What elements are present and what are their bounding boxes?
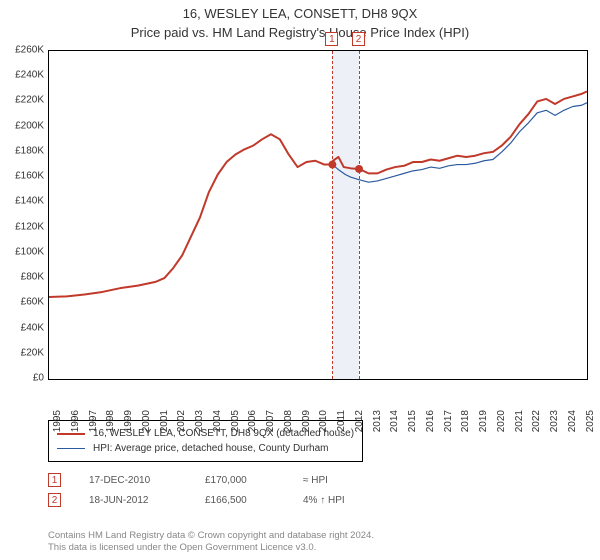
x-tick-label: 2020 <box>496 410 507 432</box>
attribution-line: Contains HM Land Registry data © Crown c… <box>48 530 588 542</box>
transaction-compare: ≈ HPI <box>303 475 383 486</box>
x-tick-label: 2016 <box>425 410 436 432</box>
x-tick-label: 2001 <box>159 410 170 432</box>
x-tick-label: 1998 <box>105 410 116 432</box>
chart-svg <box>49 51 587 379</box>
x-tick-label: 2002 <box>176 410 187 432</box>
x-tick-label: 2014 <box>389 410 400 432</box>
y-tick-label: £200K <box>4 120 44 131</box>
x-tick-label: 1996 <box>70 410 81 432</box>
x-tick-label: 1997 <box>88 410 99 432</box>
row-marker: 2 <box>48 493 61 507</box>
x-tick-label: 2004 <box>212 410 223 432</box>
y-tick-label: £220K <box>4 95 44 106</box>
y-tick-label: £20K <box>4 347 44 358</box>
attribution-line: This data is licensed under the Open Gov… <box>48 542 588 554</box>
transaction-table: 1 17-DEC-2010 £170,000 ≈ HPI 2 18-JUN-20… <box>48 470 383 510</box>
y-tick-label: £80K <box>4 272 44 283</box>
x-tick-label: 2000 <box>141 410 152 432</box>
table-row: 2 18-JUN-2012 £166,500 4% ↑ HPI <box>48 490 383 510</box>
page-subtitle: Price paid vs. HM Land Registry's House … <box>0 25 600 40</box>
row-marker: 1 <box>48 473 61 487</box>
x-tick-label: 2012 <box>354 410 365 432</box>
sale-marker-label: 1 <box>325 32 338 46</box>
x-tick-label: 2013 <box>372 410 383 432</box>
x-tick-label: 2018 <box>460 410 471 432</box>
x-tick-label: 2007 <box>265 410 276 432</box>
x-tick-label: 2011 <box>336 410 347 432</box>
x-tick-label: 2025 <box>585 410 596 432</box>
y-tick-label: £0 <box>4 373 44 384</box>
y-tick-label: £260K <box>4 45 44 56</box>
y-tick-label: £40K <box>4 322 44 333</box>
y-tick-label: £180K <box>4 145 44 156</box>
x-tick-label: 2006 <box>247 410 258 432</box>
x-tick-label: 2022 <box>531 410 542 432</box>
legend-swatch <box>57 433 85 435</box>
y-tick-label: £140K <box>4 196 44 207</box>
sale-dot <box>355 165 363 173</box>
legend-item: HPI: Average price, detached house, Coun… <box>57 441 354 456</box>
x-tick-label: 2024 <box>567 410 578 432</box>
x-tick-label: 2009 <box>301 410 312 432</box>
x-tick-label: 1995 <box>52 410 63 432</box>
page-title: 16, WESLEY LEA, CONSETT, DH8 9QX <box>0 6 600 21</box>
x-tick-label: 2005 <box>230 410 241 432</box>
series-line <box>49 91 587 297</box>
sale-dot <box>328 161 336 169</box>
table-row: 1 17-DEC-2010 £170,000 ≈ HPI <box>48 470 383 490</box>
chart-container: 16, WESLEY LEA, CONSETT, DH8 9QX Price p… <box>0 0 600 560</box>
x-tick-label: 2008 <box>283 410 294 432</box>
chart-plot-area <box>48 50 588 380</box>
transaction-date: 17-DEC-2010 <box>89 475 177 486</box>
transaction-price: £170,000 <box>205 475 275 486</box>
y-tick-label: £240K <box>4 70 44 81</box>
x-tick-label: 2019 <box>478 410 489 432</box>
y-tick-label: £160K <box>4 171 44 182</box>
x-tick-label: 1999 <box>123 410 134 432</box>
title-block: 16, WESLEY LEA, CONSETT, DH8 9QX Price p… <box>0 6 600 40</box>
legend-swatch <box>57 448 85 449</box>
x-tick-label: 2021 <box>514 410 525 432</box>
y-tick-label: £120K <box>4 221 44 232</box>
x-tick-label: 2015 <box>407 410 418 432</box>
x-tick-label: 2017 <box>443 410 454 432</box>
x-tick-label: 2003 <box>194 410 205 432</box>
y-tick-label: £60K <box>4 297 44 308</box>
attribution: Contains HM Land Registry data © Crown c… <box>48 530 588 554</box>
x-tick-label: 2010 <box>318 410 329 432</box>
transaction-date: 18-JUN-2012 <box>89 495 177 506</box>
y-tick-label: £100K <box>4 246 44 257</box>
transaction-compare: 4% ↑ HPI <box>303 495 383 506</box>
transaction-price: £166,500 <box>205 495 275 506</box>
x-tick-label: 2023 <box>549 410 560 432</box>
legend-label: HPI: Average price, detached house, Coun… <box>93 441 329 456</box>
series-line <box>332 103 587 182</box>
sale-marker-label: 2 <box>352 32 365 46</box>
